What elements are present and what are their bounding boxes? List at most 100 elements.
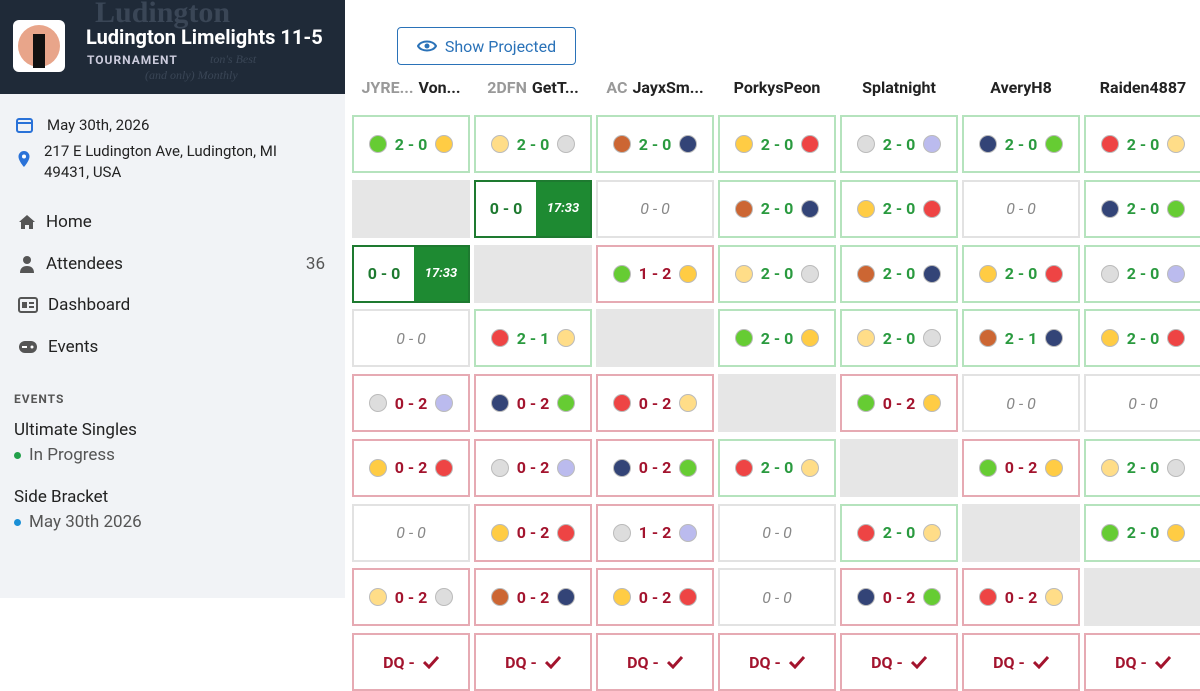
match-cell[interactable]: 0 - 2	[596, 438, 714, 497]
character-icon	[1100, 199, 1119, 218]
team-prefix: AC	[606, 78, 628, 97]
nav-home[interactable]: Home	[18, 212, 92, 232]
score: 0 - 2	[1004, 587, 1038, 607]
match-cell[interactable]: 2 - 0	[962, 244, 1080, 303]
score: 2 - 0	[1126, 328, 1160, 348]
match-cell[interactable]: 0 - 2	[596, 568, 714, 627]
score: 2 - 0	[516, 134, 550, 154]
match-cell[interactable]: 0 - 2	[352, 438, 470, 497]
character-icon	[734, 458, 753, 477]
player-name: Von...	[418, 78, 461, 97]
user-icon	[20, 256, 34, 273]
character-icon	[612, 458, 631, 477]
match-cell[interactable]: 0 - 2	[962, 568, 1080, 627]
match-cell[interactable]: 2 - 0	[1084, 179, 1200, 238]
match-cell[interactable]: 0 - 2	[474, 438, 592, 497]
match-cell[interactable]: 0 - 2	[596, 374, 714, 432]
match-cell[interactable]: DQ -	[840, 633, 958, 691]
character-icon	[490, 458, 509, 477]
character-icon	[923, 329, 942, 348]
match-cell[interactable]: DQ -	[596, 633, 714, 691]
event-name[interactable]: Side Bracket	[14, 487, 109, 507]
character-icon	[978, 588, 997, 607]
match-cell[interactable]: 2 - 0	[840, 309, 958, 368]
character-icon	[557, 458, 576, 477]
match-cell[interactable]: 2 - 0	[718, 438, 836, 497]
match-cell[interactable]: 2 - 0	[352, 115, 470, 173]
match-cell[interactable]: 1 - 2	[596, 503, 714, 562]
match-cell[interactable]: 0 - 2	[352, 568, 470, 627]
match-cell[interactable]: DQ -	[352, 633, 470, 691]
column-header: PorkysPeon	[718, 78, 836, 97]
match-cell[interactable]: 0 - 0	[1084, 374, 1200, 432]
match-cell[interactable]: DQ -	[962, 633, 1080, 691]
match-cell[interactable]: 0 - 2	[474, 568, 592, 627]
match-cell	[474, 244, 592, 303]
character-icon	[923, 523, 942, 542]
match-cell[interactable]: 2 - 0	[718, 179, 836, 238]
match-cell[interactable]: 0 - 0	[718, 503, 836, 562]
match-cell[interactable]: 2 - 1	[474, 309, 592, 368]
match-cell[interactable]: 2 - 0	[474, 115, 592, 173]
event-name[interactable]: Ultimate Singles	[14, 420, 137, 440]
calendar-icon	[16, 118, 33, 133]
character-icon	[1045, 135, 1064, 153]
show-projected-button[interactable]: Show Projected	[397, 27, 576, 65]
match-cell[interactable]: DQ -	[474, 633, 592, 691]
character-icon	[1167, 135, 1186, 153]
match-cell[interactable]: 2 - 0	[1084, 503, 1200, 562]
nav-dashboard[interactable]: Dashboard	[18, 295, 130, 315]
character-icon	[490, 588, 509, 607]
score: 2 - 0	[1126, 458, 1160, 478]
match-cell[interactable]: 0 - 2	[840, 374, 958, 432]
score: DQ -	[749, 652, 781, 672]
match-cell[interactable]: 0 - 0	[962, 374, 1080, 432]
player-name: Splatnight	[862, 78, 936, 97]
match-cell[interactable]: 2 - 0	[1084, 438, 1200, 497]
match-cell[interactable]: 2 - 0	[840, 244, 958, 303]
score: 0 - 2	[882, 587, 916, 607]
match-cell[interactable]: 0 - 0	[718, 568, 836, 627]
location-icon	[18, 151, 30, 167]
score: 2 - 0	[760, 264, 794, 283]
match-time: 17:33	[414, 246, 468, 301]
score: 2 - 0	[882, 264, 916, 283]
character-icon	[801, 458, 820, 477]
match-cell[interactable]: 0 - 0	[352, 503, 470, 562]
match-cell[interactable]: 0 - 2	[352, 374, 470, 432]
match-cell[interactable]: 1 - 2	[596, 244, 714, 303]
nav-events[interactable]: Events	[18, 337, 98, 357]
match-cell[interactable]: 2 - 0	[840, 115, 958, 173]
score: 2 - 0	[760, 199, 794, 219]
match-cell[interactable]: 2 - 0	[1084, 309, 1200, 368]
match-cell[interactable]: 2 - 1	[962, 309, 1080, 368]
match-cell[interactable]: 0 - 0	[596, 179, 714, 238]
character-icon	[1100, 523, 1119, 542]
character-icon	[612, 588, 631, 607]
match-cell[interactable]: 2 - 0	[840, 503, 958, 562]
attendee-count: 36	[305, 254, 325, 274]
match-cell[interactable]: 0 - 2	[840, 568, 958, 627]
match-cell[interactable]: 2 - 0	[718, 309, 836, 368]
match-cell[interactable]: DQ -	[718, 633, 836, 691]
match-cell[interactable]: 2 - 0	[962, 115, 1080, 173]
character-icon	[557, 588, 576, 607]
character-icon	[557, 329, 576, 348]
match-cell[interactable]: DQ -	[1084, 633, 1200, 691]
match-cell[interactable]: 2 - 0	[718, 244, 836, 303]
match-cell[interactable]: 2 - 0	[718, 115, 836, 173]
match-cell[interactable]: 0 - 2	[474, 374, 592, 432]
match-cell[interactable]: 0 - 0	[962, 179, 1080, 238]
match-cell[interactable]: 2 - 0	[596, 115, 714, 173]
character-icon	[978, 135, 997, 153]
nav-attendees[interactable]: Attendees 36	[18, 254, 325, 274]
character-icon	[435, 394, 454, 412]
match-cell[interactable]: 0 - 0 17:33	[352, 244, 470, 303]
match-cell[interactable]: 0 - 2	[474, 503, 592, 562]
match-cell[interactable]: 0 - 0 17:33	[474, 179, 592, 238]
match-cell[interactable]: 2 - 0	[1084, 115, 1200, 173]
match-cell[interactable]: 0 - 2	[962, 438, 1080, 497]
match-cell[interactable]: 0 - 0	[352, 309, 470, 368]
match-cell[interactable]: 2 - 0	[1084, 244, 1200, 303]
match-cell[interactable]: 2 - 0	[840, 179, 958, 238]
